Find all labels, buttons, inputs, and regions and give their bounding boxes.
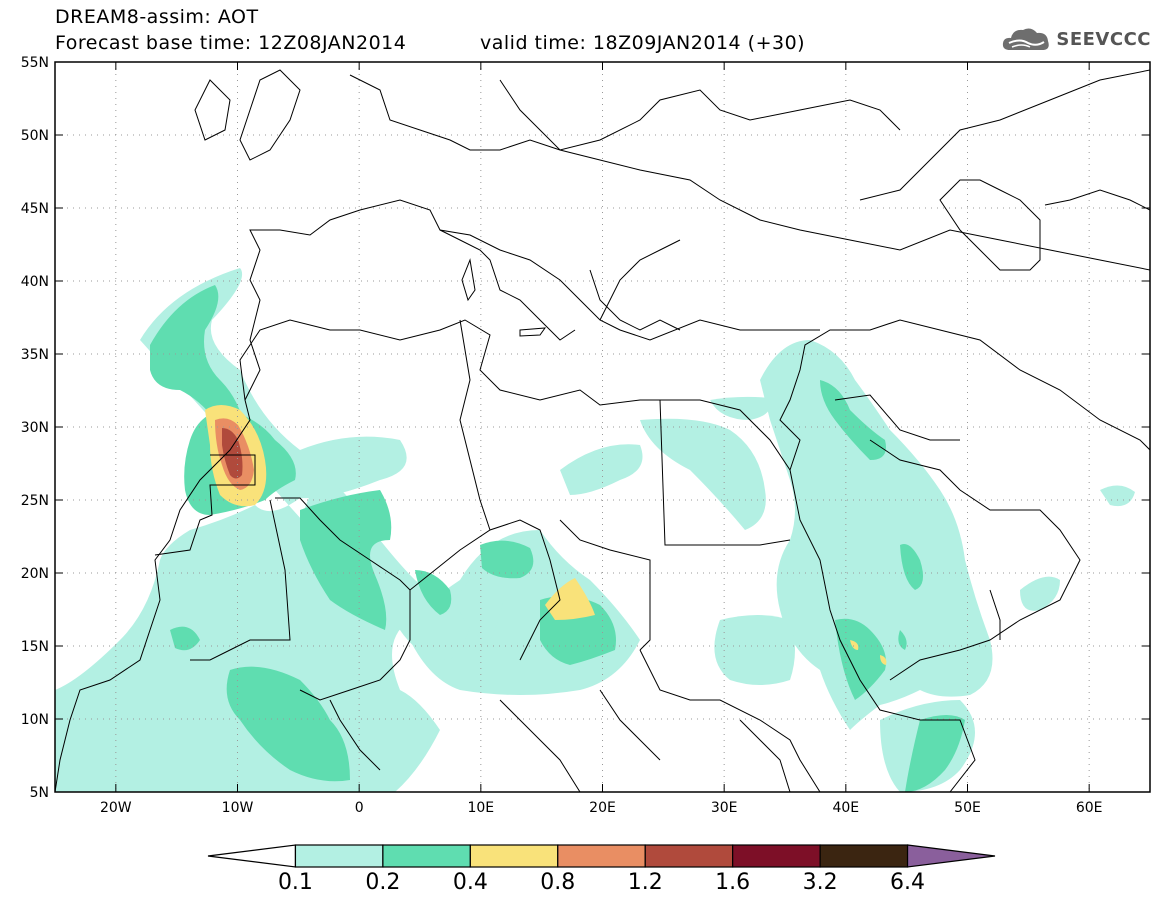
lon-tick-label: 10W (222, 800, 254, 816)
lat-tick-label: 35N (21, 347, 49, 363)
valid-time: valid time: 18Z09JAN2014 (+30) (480, 32, 806, 54)
lat-tick-label: 25N (21, 493, 49, 509)
lon-tick-label: 50E (954, 800, 981, 816)
lat-tick-label: 5N (30, 785, 49, 801)
colorbar-level-label: 0.2 (365, 870, 401, 895)
lat-tick-label: 55N (21, 55, 49, 71)
colorbar-arrow-low (207, 844, 297, 868)
colorbar-segment (644, 844, 734, 868)
lon-tick-label: 20W (100, 800, 132, 816)
lat-tick-label: 15N (21, 639, 49, 655)
colorbar-segment (294, 844, 384, 868)
colorbar-segment (469, 844, 559, 868)
lon-tick-label: 10E (467, 800, 494, 816)
colorbar-segment (732, 844, 821, 868)
logo-text: SEEVCCC (1056, 28, 1151, 50)
aot-level-0.1 (55, 268, 1135, 792)
colorbar (207, 844, 996, 868)
colorbar-level-label: 0.8 (540, 870, 576, 895)
lat-tick-label: 50N (21, 128, 49, 144)
colorbar-segment (819, 844, 909, 868)
map-title: DREAM8-assim: AOT (55, 6, 259, 28)
coastlines-borders (55, 69, 1150, 792)
colorbar-level-label: 1.2 (627, 870, 663, 895)
lat-tick-label: 40N (21, 274, 49, 290)
colorbar-level-label: 0.1 (277, 870, 313, 895)
lat-tick-label: 10N (21, 712, 49, 728)
axis-tick-labels: 20W 10W 0 10E 20E 30E 40E 50E 60E 5N 10N 15N 20N 25N 3… (21, 55, 1103, 816)
axis-ticks (55, 61, 1150, 793)
colorbar-level-label: 0.4 (452, 870, 488, 895)
lat-tick-label: 20N (21, 566, 49, 582)
lon-tick-label: 0 (355, 800, 364, 816)
lon-tick-label: 30E (711, 800, 738, 816)
lat-tick-label: 45N (21, 201, 49, 217)
colorbar-level-label: 3.2 (802, 870, 838, 895)
lat-tick-label: 30N (21, 420, 49, 436)
cloud-icon (1003, 28, 1050, 50)
colorbar-segment (557, 844, 646, 868)
colorbar-arrow-high (906, 844, 996, 868)
colorbar-level-label: 1.6 (715, 870, 751, 895)
lon-tick-label: 20E (589, 800, 616, 816)
colorbar-level-label: 6.4 (890, 870, 926, 895)
colorbar-segment (382, 844, 471, 868)
aot-shading (55, 268, 1135, 792)
forecast-base-time: Forecast base time: 12Z08JAN2014 (55, 32, 407, 54)
seevccc-logo: SEEVCCC (1000, 24, 1151, 54)
lon-tick-label: 60E (1076, 800, 1103, 816)
lon-tick-label: 40E (832, 800, 859, 816)
